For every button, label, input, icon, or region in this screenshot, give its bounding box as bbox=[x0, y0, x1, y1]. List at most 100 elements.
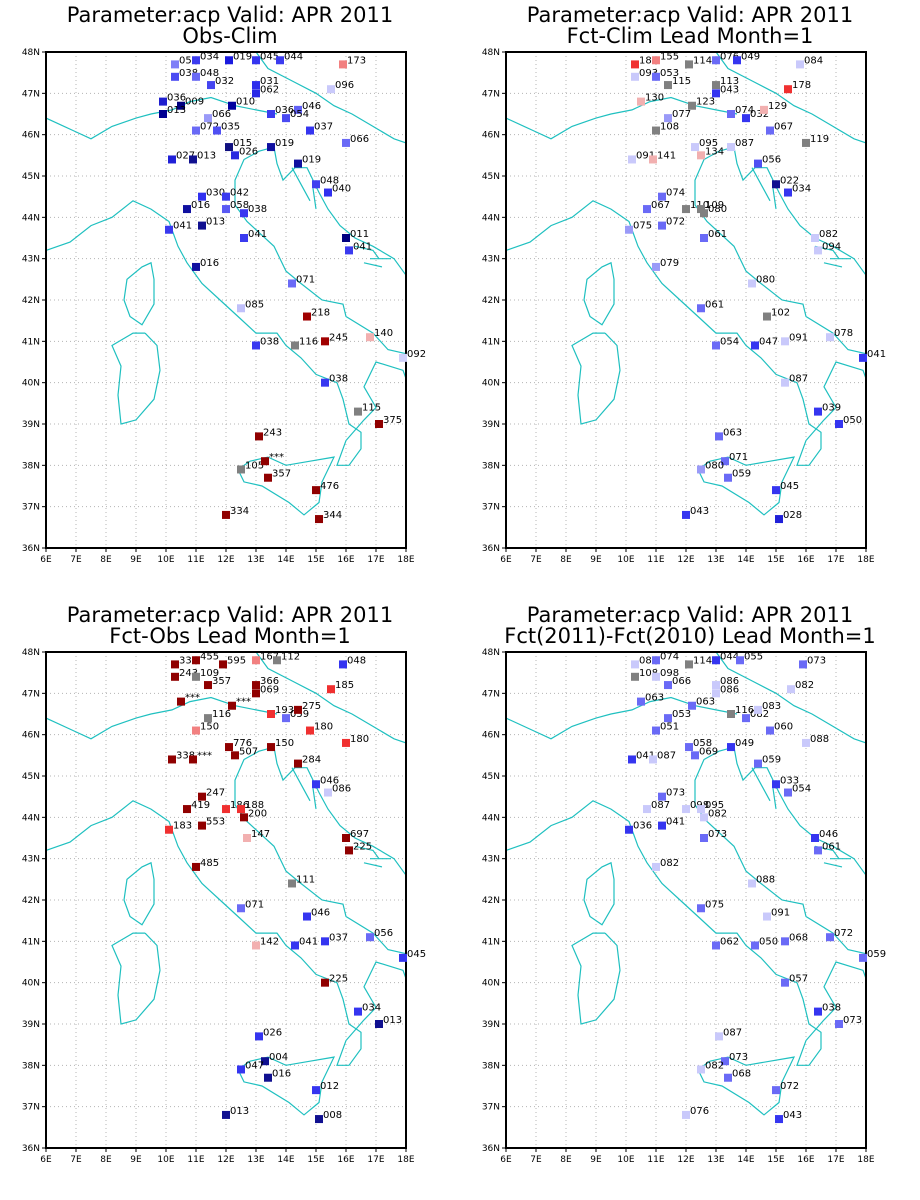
station-marker bbox=[261, 1057, 269, 1066]
station-marker bbox=[219, 660, 227, 669]
station-marker bbox=[183, 205, 191, 214]
station-marker bbox=[327, 85, 335, 94]
lat-tick-label: 42N bbox=[482, 896, 500, 906]
panel-title-line1: Parameter:acp Valid: APR 2011 bbox=[526, 603, 854, 627]
station-marker bbox=[192, 862, 200, 871]
station-map: 6E 7E 8E 9E 10E 11E 12E 13E 14E 15E 16E 17E 18E 36N 37… bbox=[482, 648, 886, 1165]
station-value-label: 074 bbox=[660, 651, 679, 662]
station-marker bbox=[649, 155, 657, 164]
station-value-label: 043 bbox=[783, 1110, 802, 1121]
station-marker bbox=[631, 672, 639, 681]
lon-tick-label: 11E bbox=[187, 1155, 204, 1165]
station-value-label: 063 bbox=[723, 427, 742, 438]
lon-tick-label: 14E bbox=[277, 555, 294, 565]
coastline bbox=[505, 96, 738, 140]
station-marker bbox=[207, 81, 215, 90]
station-marker bbox=[264, 473, 272, 482]
station-value-label: 043 bbox=[720, 84, 739, 95]
station-marker bbox=[691, 751, 699, 760]
lat-tick-label: 41N bbox=[482, 937, 500, 947]
station-marker bbox=[303, 912, 311, 921]
lat-tick-label: 43N bbox=[482, 855, 500, 865]
station-marker bbox=[784, 788, 792, 797]
station-marker bbox=[751, 341, 759, 350]
station-marker bbox=[315, 515, 323, 524]
station-value-label: 037 bbox=[314, 122, 333, 133]
station-value-label: 026 bbox=[263, 1027, 282, 1038]
station-marker bbox=[772, 1086, 780, 1095]
station-marker bbox=[697, 304, 705, 313]
station-marker bbox=[784, 188, 792, 197]
station-value-label: 056 bbox=[374, 928, 393, 939]
station-value-label: 041 bbox=[636, 750, 655, 761]
station-value-label: 173 bbox=[347, 55, 366, 66]
station-value-label: 109 bbox=[200, 668, 219, 679]
coastline bbox=[823, 262, 843, 268]
station-value-label: 016 bbox=[191, 200, 210, 211]
station-value-label: 038 bbox=[179, 68, 198, 79]
station-value-label: 130 bbox=[645, 93, 664, 104]
panel-obs-clim: Parameter:acp Valid: APR 2011 Obs-Clim 6… bbox=[0, 0, 460, 600]
lat-tick-label: 40N bbox=[482, 379, 500, 389]
station-value-label: 047 bbox=[759, 336, 778, 347]
lon-tick-label: 16E bbox=[797, 555, 814, 565]
lon-tick-label: 11E bbox=[187, 555, 204, 565]
station-marker bbox=[252, 81, 260, 90]
station-value-label: 054 bbox=[179, 55, 198, 66]
station-value-label: 013 bbox=[206, 217, 225, 228]
station-value-label: 054 bbox=[792, 784, 811, 795]
station-marker bbox=[399, 353, 407, 362]
station-marker bbox=[697, 465, 705, 474]
station-marker bbox=[835, 420, 843, 428]
lon-tick-label: 15E bbox=[307, 1155, 324, 1165]
station-value-label: 072 bbox=[200, 122, 219, 133]
lon-tick-label: 7E bbox=[530, 1155, 542, 1165]
station-value-label: 063 bbox=[696, 697, 715, 708]
station-marker bbox=[192, 56, 200, 65]
station-marker bbox=[688, 101, 696, 110]
station-marker bbox=[192, 72, 200, 81]
station-value-label: 108 bbox=[660, 122, 679, 133]
station-value-label: 073 bbox=[729, 1052, 748, 1063]
station-marker bbox=[625, 225, 633, 234]
station-value-label: 013 bbox=[230, 1106, 249, 1117]
lat-tick-label: 46N bbox=[482, 131, 500, 141]
station-value-label: 111 bbox=[296, 874, 315, 885]
station-value-label: 037 bbox=[329, 932, 348, 943]
station-marker bbox=[733, 56, 741, 65]
station-value-label: 032 bbox=[215, 76, 234, 87]
lon-tick-label: 13E bbox=[247, 555, 264, 565]
lon-tick-label: 13E bbox=[707, 555, 724, 565]
station-marker bbox=[168, 155, 176, 164]
station-value-label: 335 bbox=[179, 655, 198, 666]
station-value-label: 038 bbox=[248, 204, 267, 215]
station-value-label: 595 bbox=[227, 655, 246, 666]
station-marker bbox=[312, 1086, 320, 1095]
station-value-label: 041 bbox=[867, 349, 886, 360]
station-value-label: 040 bbox=[332, 184, 351, 195]
station-value-label: 087 bbox=[651, 800, 670, 811]
coastline bbox=[363, 262, 383, 268]
station-value-label: 284 bbox=[302, 755, 321, 766]
station-marker bbox=[712, 681, 720, 690]
station-value-label: 067 bbox=[651, 200, 670, 211]
station-marker bbox=[652, 672, 660, 681]
station-value-label: 015 bbox=[233, 138, 252, 149]
station-value-label: 076 bbox=[690, 1106, 709, 1117]
coastline bbox=[694, 746, 867, 955]
station-marker bbox=[724, 473, 732, 482]
station-marker bbox=[700, 209, 708, 218]
lat-tick-label: 44N bbox=[482, 213, 500, 223]
lon-tick-label: 18E bbox=[397, 555, 414, 565]
station-value-label: 066 bbox=[212, 109, 231, 120]
lat-tick-label: 39N bbox=[482, 420, 500, 430]
station-marker bbox=[697, 805, 705, 814]
station-marker bbox=[628, 755, 636, 764]
lon-tick-label: 8E bbox=[100, 1155, 112, 1165]
coastline bbox=[571, 332, 621, 425]
lat-tick-label: 36N bbox=[22, 544, 40, 554]
station-marker bbox=[826, 933, 834, 942]
station-marker bbox=[688, 701, 696, 710]
station-marker bbox=[183, 805, 191, 814]
station-marker bbox=[177, 697, 185, 706]
